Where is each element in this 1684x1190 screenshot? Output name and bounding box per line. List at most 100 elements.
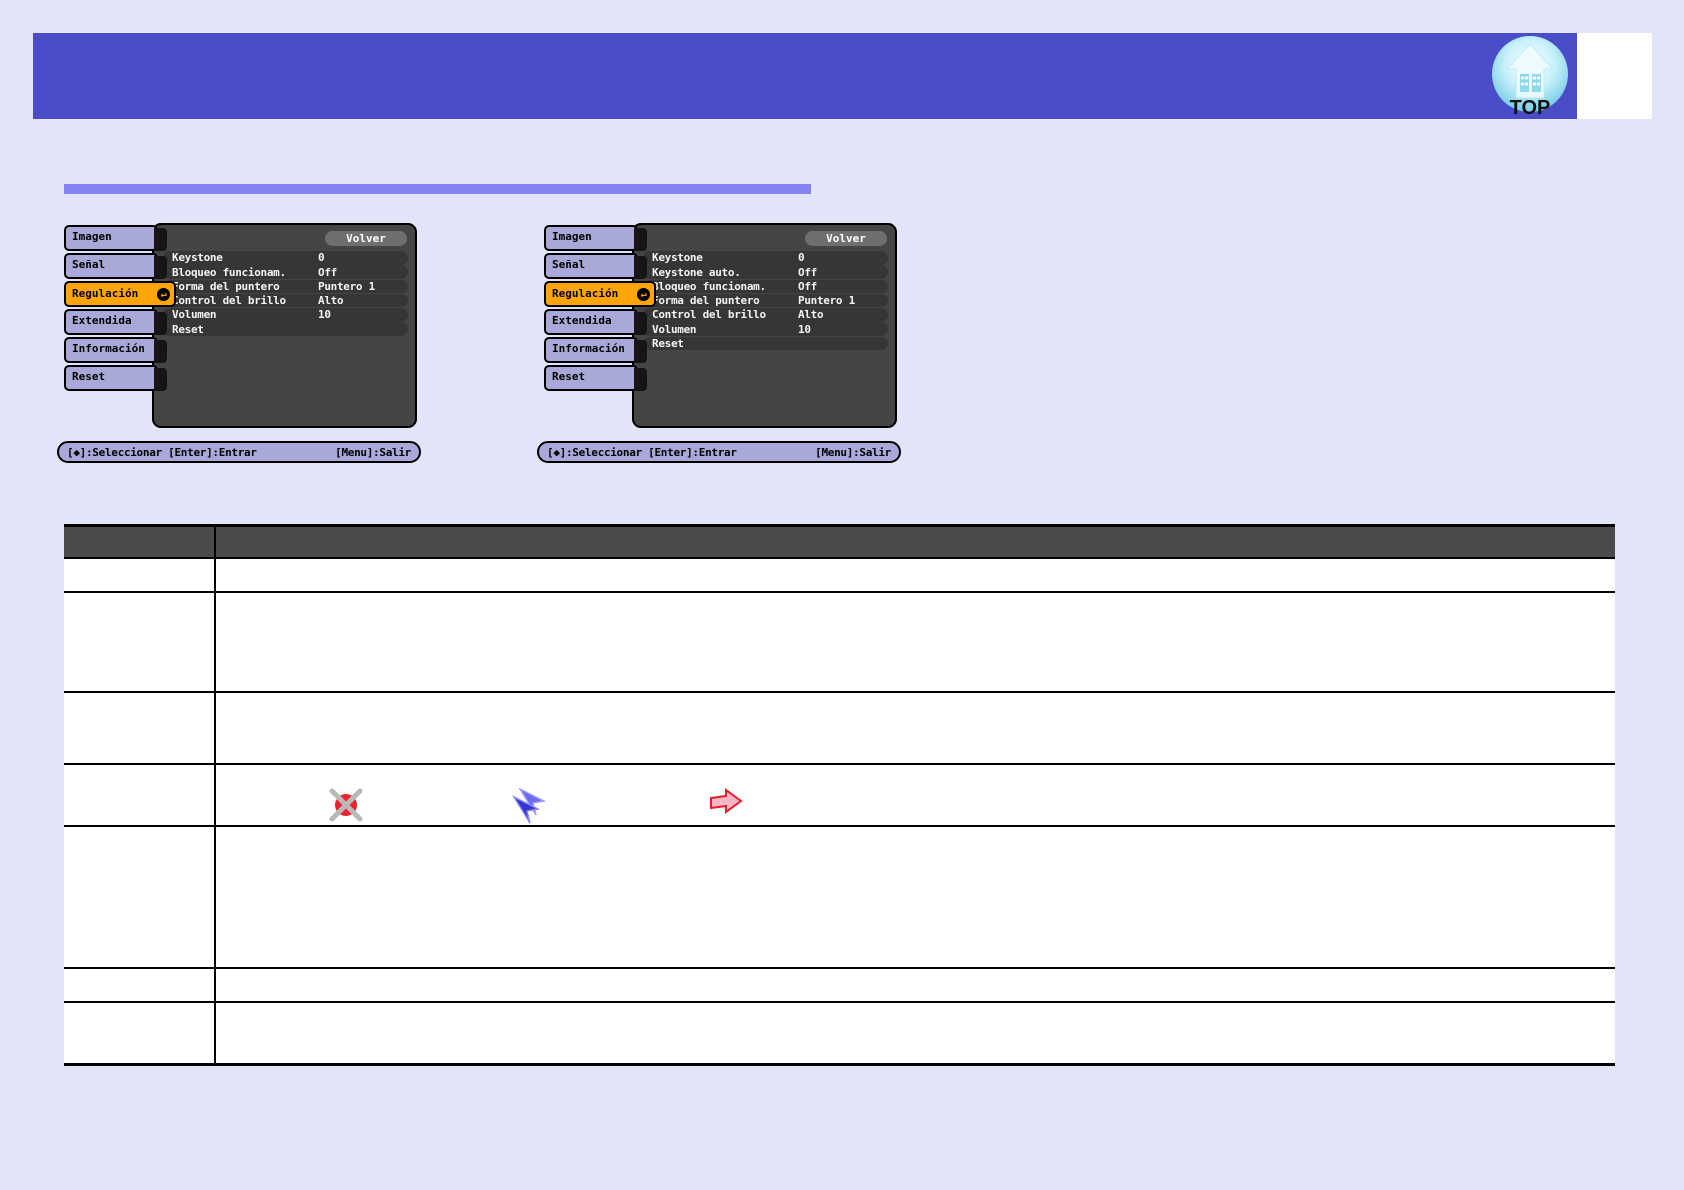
osd-item-label: Keystone [652,251,703,265]
osd-item-value: 0 [318,251,325,265]
osd-item-value: Alto [798,308,824,322]
osd-item-label: Reset [172,322,204,336]
osd-row: Keystone 0 [643,251,888,265]
osd-tab-regulacion-selected: Regulación ↵ [64,281,176,307]
top-link-label: TOP [1510,97,1551,118]
settings-table [64,524,1615,1066]
table-row [64,1003,1615,1066]
pointer-pink-arrow-icon [708,788,744,822]
osd-item-value: Off [798,279,817,293]
osd-row: Bloqueo funcionam. Off [163,265,408,279]
enter-icon: ↵ [637,287,650,301]
osd-item-label: Keystone auto. [652,265,741,279]
table-cell [64,693,216,763]
osd-tab-imagen: Imagen [544,225,647,251]
table-cell [216,593,1615,691]
osd-item-label: Control del brillo [172,294,286,308]
osd-screenshot-2: Volver Keystone 0 Keystone auto. Off Blo… [537,210,901,466]
table-cell [64,559,216,591]
osd-back-button: Volver [805,231,887,246]
table-cell [216,559,1615,591]
osd-row: Volumen 10 [163,308,408,322]
header-bar [33,33,1577,119]
header-corner-box [1577,33,1652,119]
osd-item-list: Keystone 0 Bloqueo funcionam. Off Forma … [163,251,408,337]
osd-tab-reset: Reset [544,365,647,391]
table-cell [64,827,216,967]
table-cell [64,593,216,691]
osd-item-label: Keystone [172,251,223,265]
osd-status-bar: [◆]:Seleccionar [Enter]:Entrar [Menu]:Sa… [537,441,901,463]
table-cell [216,693,1615,763]
osd-menu-panel: Volver Keystone 0 Keystone auto. Off Blo… [632,223,897,428]
osd-item-value: Off [798,265,817,279]
osd-item-label: Volumen [172,308,217,322]
table-row [64,969,1615,1003]
table-cell [64,1003,216,1063]
osd-item-value: Alto [318,294,344,308]
osd-tab-extendida: Extendida [544,309,647,335]
osd-row: Control del brillo Alto [643,308,888,322]
osd-item-value: 10 [318,308,331,322]
osd-tab-imagen: Imagen [64,225,167,251]
osd-tab-extendida: Extendida [64,309,167,335]
osd-row: Reset [643,336,888,351]
osd-tab-senal: Señal [544,253,647,279]
table-row-pointer-shapes [64,765,1615,827]
osd-item-list: Keystone 0 Keystone auto. Off Bloqueo fu… [643,251,888,351]
osd-tab-informacion: Información [64,337,167,363]
osd-item-label: Bloqueo funcionam. [172,265,286,279]
osd-back-button: Volver [325,231,407,246]
osd-item-label: Control del brillo [652,308,766,322]
table-row [64,693,1615,765]
table-cell [216,969,1615,1001]
table-row [64,827,1615,969]
osd-row: Control del brillo Alto [163,293,408,308]
top-link-icon[interactable]: TOP [1489,34,1571,119]
section-heading-rule [64,184,811,194]
osd-item-label: Bloqueo funcionam. [652,279,766,293]
table-cell [64,765,216,825]
osd-screenshot-1: Volver Keystone 0 Bloqueo funcionam. Off… [57,210,421,466]
table-header-cell [216,527,1615,557]
table-row [64,559,1615,593]
osd-status-right: [Menu]:Salir [335,445,411,459]
osd-row: Reset [163,322,408,336]
table-cell [216,1003,1615,1063]
osd-tab-label: Regulación [552,287,619,300]
osd-tab-senal: Señal [64,253,167,279]
table-header-row [64,527,1615,559]
osd-status-right: [Menu]:Salir [815,445,891,459]
osd-row: Keystone auto. Off [643,265,888,279]
osd-status-left: [◆]:Seleccionar [Enter]:Entrar [67,445,257,459]
osd-menu-panel: Volver Keystone 0 Bloqueo funcionam. Off… [152,223,417,428]
osd-item-value: Off [318,265,337,279]
table-row [64,593,1615,693]
osd-status-bar: [◆]:Seleccionar [Enter]:Entrar [Menu]:Sa… [57,441,421,463]
osd-tab-regulacion-selected: Regulación ↵ [544,281,656,307]
osd-item-value: 10 [798,322,811,336]
pointer-blue-cursor-icon [511,787,548,824]
osd-row: Forma del puntero Puntero 1 [163,279,408,294]
osd-item-value: Puntero 1 [798,294,855,308]
osd-row: Bloqueo funcionam. Off [643,279,888,294]
table-header-cell [64,527,216,557]
pointer-crossed-circle-icon [328,788,364,822]
table-cell [216,765,1615,825]
table-cell [216,827,1615,967]
osd-item-label: Reset [652,337,684,351]
osd-item-value: Puntero 1 [318,279,375,293]
enter-icon: ↵ [157,287,170,301]
osd-item-value: 0 [798,251,805,265]
osd-tab-reset: Reset [64,365,167,391]
osd-tab-informacion: Información [544,337,647,363]
osd-row: Volumen 10 [643,322,888,336]
osd-item-label: Forma del puntero [652,294,760,308]
osd-row: Forma del puntero Puntero 1 [643,293,888,308]
table-cell [64,969,216,1001]
osd-row: Keystone 0 [163,251,408,265]
osd-item-label: Volumen [652,322,697,336]
osd-status-left: [◆]:Seleccionar [Enter]:Entrar [547,445,737,459]
osd-tab-label: Regulación [72,287,139,300]
